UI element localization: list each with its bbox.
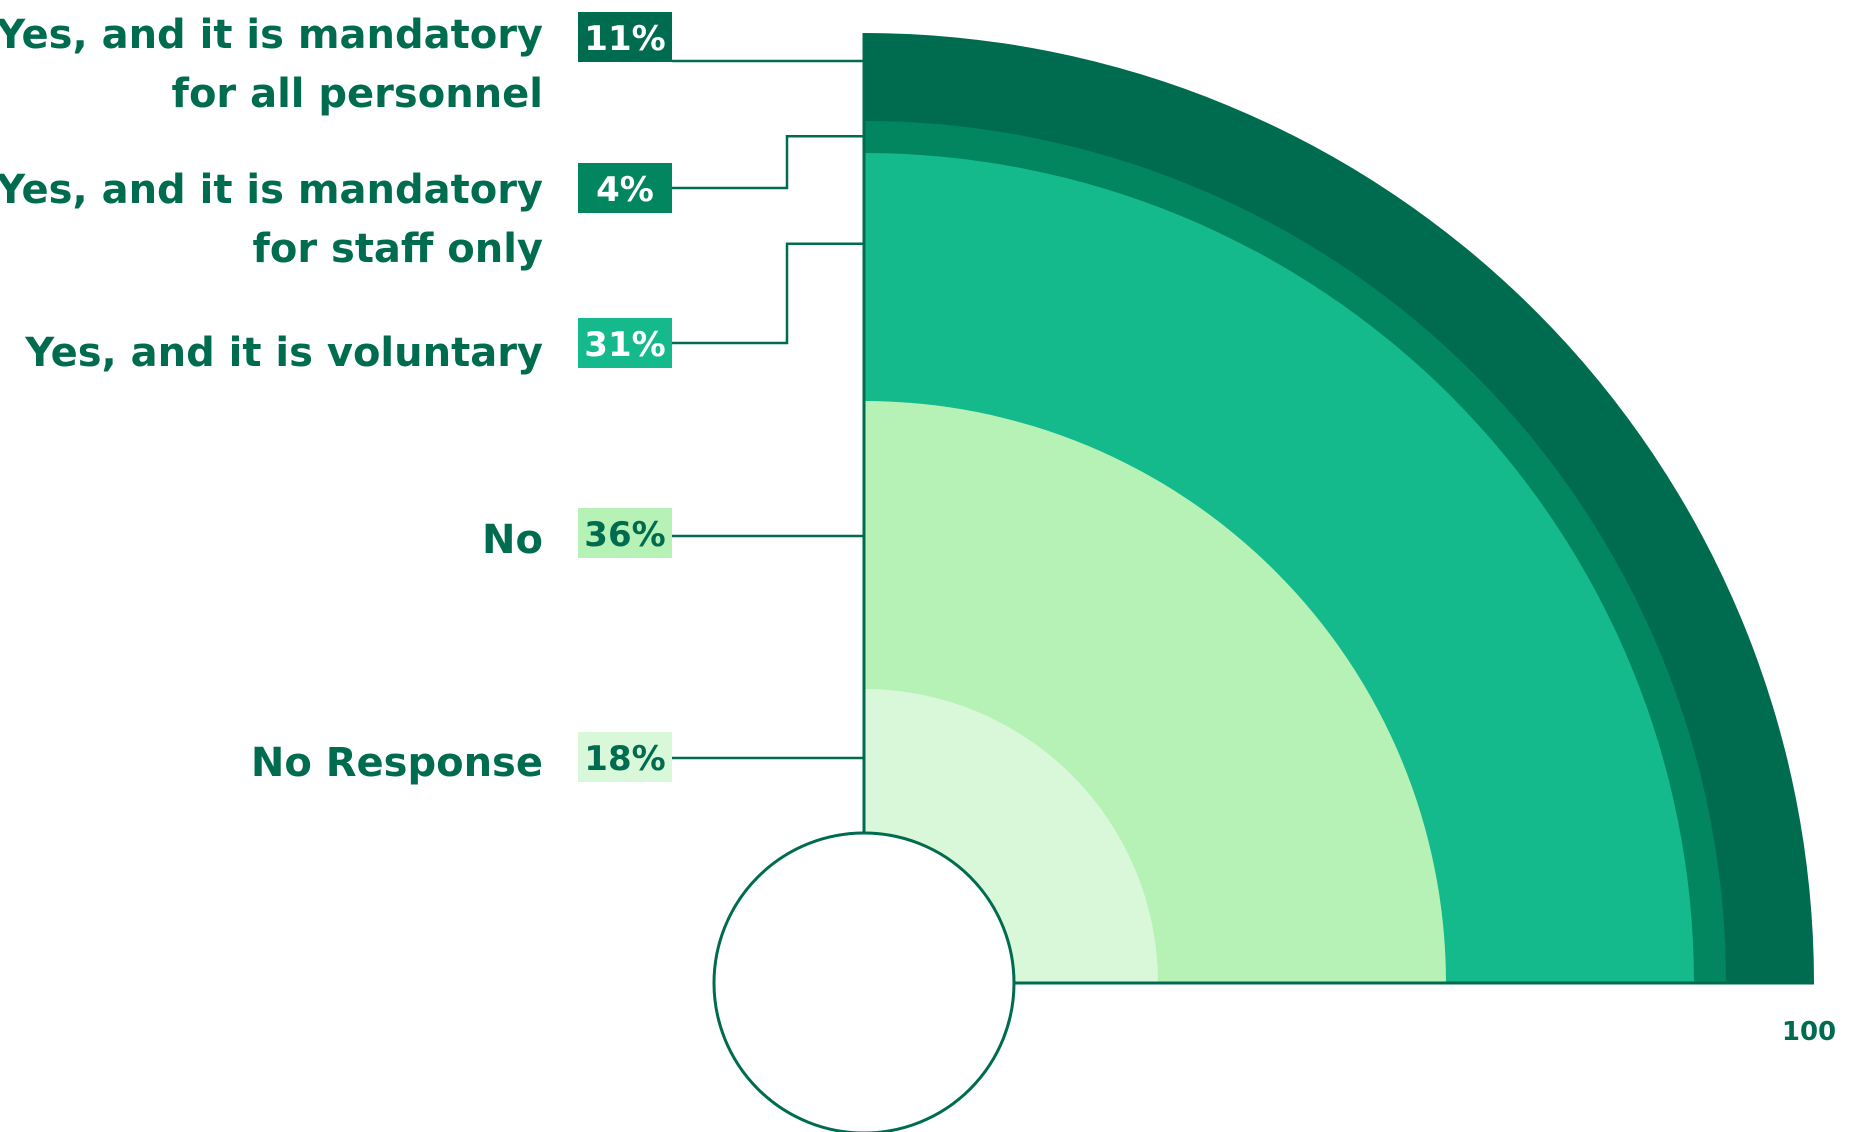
category-label-0-line-1: for all personnel <box>172 71 543 117</box>
category-label-3-line-0: No <box>482 517 543 563</box>
value-badge-4 <box>578 732 672 782</box>
center-hole <box>712 831 1016 1132</box>
category-label-2-line-0: Yes, and it is voluntary <box>24 330 543 376</box>
label-group: Yes, and it is mandatory for all personne… <box>0 12 672 786</box>
value-badge-1 <box>578 163 672 213</box>
connector-group <box>672 59 864 760</box>
value-label-1: 4% <box>596 170 654 210</box>
value-badge-2 <box>578 318 672 368</box>
category-label-0-line-0: Yes, and it is mandatory <box>0 12 543 58</box>
category-label-4-line-0: No Response <box>251 740 543 786</box>
scale-max-label: 100 <box>1782 1017 1836 1047</box>
wedge-group <box>864 33 1814 983</box>
value-label-3: 36% <box>584 515 665 555</box>
value-badge-3 <box>578 508 672 558</box>
category-label-1-line-0: Yes, and it is mandatory <box>0 167 543 213</box>
connector-1 <box>672 134 864 190</box>
value-label-4: 18% <box>584 739 665 779</box>
connector-2 <box>672 242 864 345</box>
axis-group <box>712 33 1814 1132</box>
category-label-1-line-1: for staff only <box>252 226 543 272</box>
value-label-0: 11% <box>584 19 665 59</box>
value-badge-0 <box>578 12 672 62</box>
value-label-2: 31% <box>584 325 665 365</box>
